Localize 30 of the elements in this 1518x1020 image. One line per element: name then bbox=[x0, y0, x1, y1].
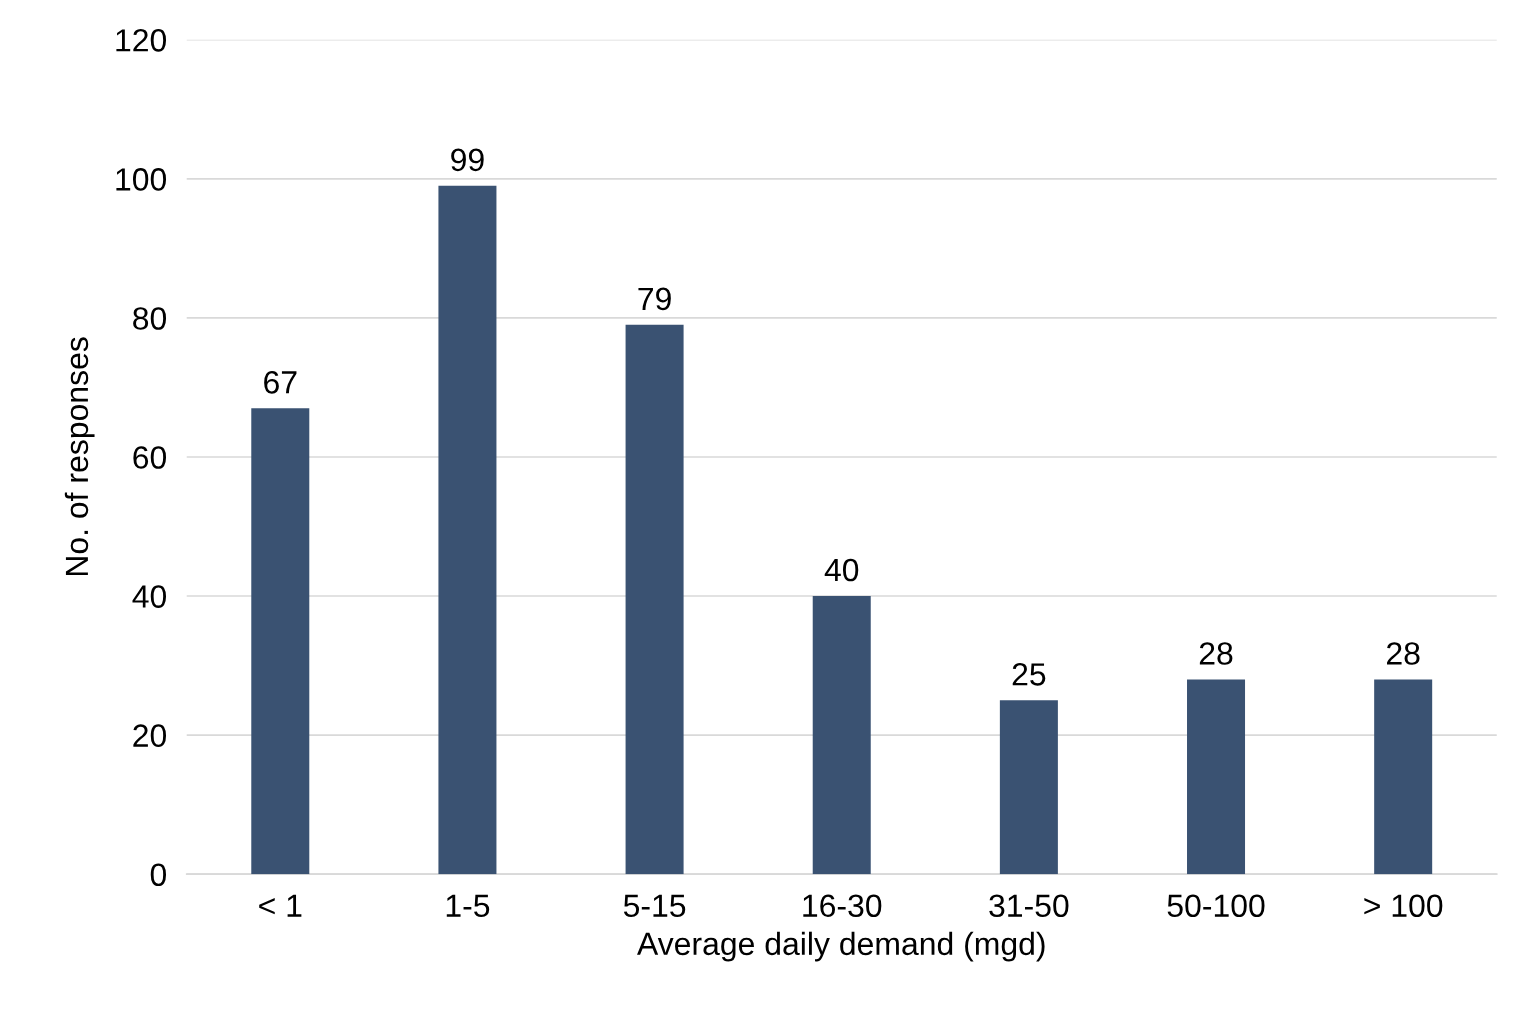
data-label: 28 bbox=[1387, 642, 1420, 665]
bar bbox=[1187, 679, 1246, 875]
data-label: 28 bbox=[1199, 642, 1233, 665]
y-tick-label: 0 bbox=[150, 863, 167, 887]
y-axis-title: No. of responses bbox=[64, 337, 95, 576]
y-tick-label: 120 bbox=[116, 29, 167, 52]
y-tick-label: 60 bbox=[133, 446, 167, 469]
bar bbox=[999, 700, 1058, 875]
x-tick-label: 16-30 bbox=[803, 894, 882, 918]
y-tick-label: 80 bbox=[133, 307, 167, 330]
x-tick-label: < 1 bbox=[259, 894, 302, 917]
data-label: 99 bbox=[451, 148, 484, 172]
x-tick-label: 1-5 bbox=[446, 894, 490, 918]
y-tick-label: 40 bbox=[132, 585, 167, 608]
x-tick-label: 50-100 bbox=[1167, 894, 1265, 918]
bar bbox=[1374, 679, 1433, 875]
x-tick-label: > 100 bbox=[1364, 894, 1443, 918]
x-tick-label: 31-50 bbox=[989, 894, 1069, 918]
y-tick-label: 20 bbox=[133, 724, 167, 747]
y-tick-label: 100 bbox=[116, 168, 167, 191]
x-axis-title: Average daily demand (mgd) bbox=[637, 931, 1045, 962]
bar bbox=[251, 408, 310, 875]
x-tick-label: 5-15 bbox=[623, 894, 686, 918]
data-label: 40 bbox=[824, 558, 859, 582]
data-label: 25 bbox=[1012, 663, 1046, 686]
bar bbox=[438, 185, 497, 875]
data-label: 67 bbox=[264, 371, 297, 394]
bar bbox=[812, 596, 871, 875]
bar bbox=[625, 324, 684, 875]
data-label: 79 bbox=[638, 287, 671, 311]
